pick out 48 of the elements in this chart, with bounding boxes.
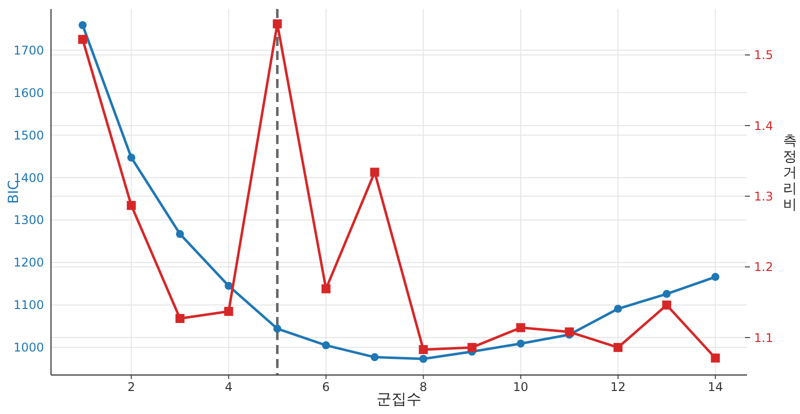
y-tick-label: 1700 [13, 43, 44, 58]
point [516, 323, 526, 332]
point [370, 353, 379, 362]
point [175, 314, 184, 323]
point [126, 200, 136, 210]
point [321, 284, 330, 294]
point [176, 230, 184, 238]
point [468, 342, 477, 352]
y2-tick-label: 1.2 [754, 260, 774, 274]
y2-tick-label: 1.3 [754, 189, 774, 204]
y-tick-label: 1500 [13, 128, 44, 142]
point [419, 354, 428, 363]
y-tick-label: 1000 [13, 340, 44, 355]
y-tick-label: 1200 [13, 256, 44, 270]
point [370, 168, 380, 177]
point [418, 345, 428, 354]
y-tick-label: 1100 [13, 298, 44, 312]
y2-tick-label: 1.5 [754, 48, 774, 62]
point [224, 306, 234, 316]
y2-tick-label: 1.1 [754, 330, 774, 345]
point [272, 19, 282, 28]
y2-tick-label: 1.4 [754, 118, 774, 133]
x-tick-label: 6 [322, 380, 330, 394]
x-tick-label: 2 [127, 380, 136, 394]
point [127, 154, 136, 162]
x-axis-title: 군집수 [376, 390, 422, 408]
point [78, 34, 88, 44]
y2-axis-title: 측정거리비 [783, 132, 797, 213]
x-tick-label: 14 [708, 380, 724, 394]
point [564, 327, 574, 336]
point [273, 324, 282, 333]
point [662, 300, 672, 310]
x-tick-label: 4 [224, 380, 232, 394]
point [322, 341, 330, 350]
point [516, 340, 525, 348]
y-axis-title: BIC [6, 180, 22, 204]
x-tick-label: 10 [513, 380, 528, 394]
y-tick-label: 1600 [13, 86, 44, 100]
y-tick-label: 1300 [13, 213, 44, 228]
point [711, 272, 720, 281]
x-tick-label: 8 [420, 380, 428, 394]
point [78, 21, 87, 30]
point [614, 304, 622, 313]
point [614, 342, 623, 352]
point [662, 290, 671, 298]
point [710, 354, 720, 363]
point [224, 282, 233, 290]
x-tick-label: 12 [610, 380, 626, 394]
